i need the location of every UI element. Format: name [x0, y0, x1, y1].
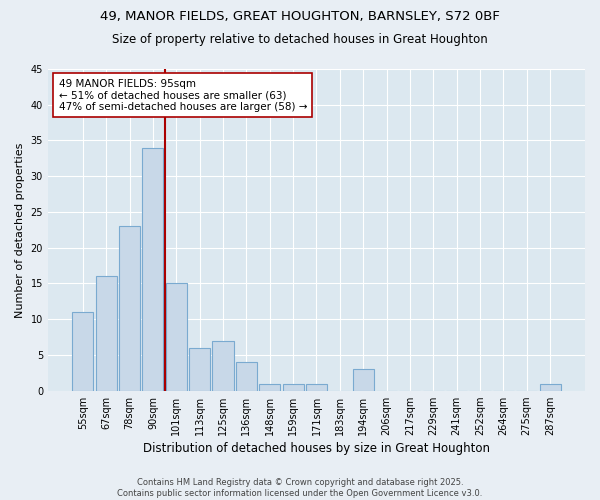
- Bar: [142, 148, 163, 390]
- Y-axis label: Number of detached properties: Number of detached properties: [15, 142, 25, 318]
- Bar: [212, 340, 233, 390]
- Text: 49, MANOR FIELDS, GREAT HOUGHTON, BARNSLEY, S72 0BF: 49, MANOR FIELDS, GREAT HOUGHTON, BARNSL…: [100, 10, 500, 23]
- Bar: [283, 384, 304, 390]
- Bar: [166, 284, 187, 391]
- Bar: [259, 384, 280, 390]
- Bar: [189, 348, 210, 391]
- Text: Size of property relative to detached houses in Great Houghton: Size of property relative to detached ho…: [112, 32, 488, 46]
- Text: 49 MANOR FIELDS: 95sqm
← 51% of detached houses are smaller (63)
47% of semi-det: 49 MANOR FIELDS: 95sqm ← 51% of detached…: [59, 78, 307, 112]
- Bar: [306, 384, 327, 390]
- Bar: [73, 312, 94, 390]
- X-axis label: Distribution of detached houses by size in Great Houghton: Distribution of detached houses by size …: [143, 442, 490, 455]
- Bar: [353, 369, 374, 390]
- Bar: [95, 276, 117, 390]
- Bar: [119, 226, 140, 390]
- Text: Contains HM Land Registry data © Crown copyright and database right 2025.
Contai: Contains HM Land Registry data © Crown c…: [118, 478, 482, 498]
- Bar: [236, 362, 257, 390]
- Bar: [539, 384, 560, 390]
